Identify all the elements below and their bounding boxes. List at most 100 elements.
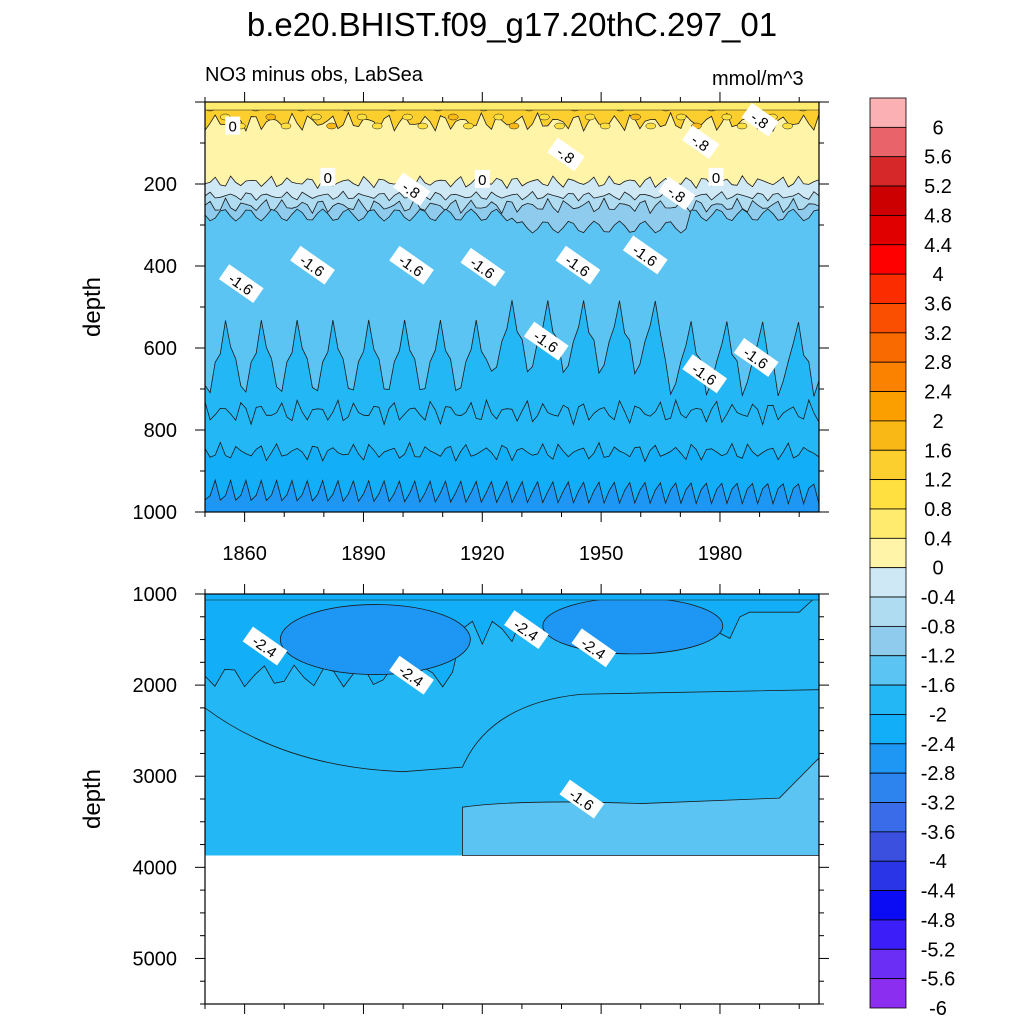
colorbar-swatch	[869, 743, 907, 774]
colorbar-swatch	[869, 97, 907, 128]
colorbar-swatch	[869, 802, 907, 833]
colorbar-label: 0	[932, 558, 943, 580]
colorbar-swatch	[869, 361, 907, 392]
colorbar-swatch	[869, 537, 907, 569]
surface-cell	[554, 122, 565, 130]
contour-label: -.8	[547, 137, 585, 172]
band-neg2.8-to-neg2.4	[205, 478, 819, 512]
surface-cell	[630, 113, 641, 121]
contour-label-box	[658, 176, 696, 211]
y-tick-label: 1000	[133, 502, 178, 524]
contour-label-box	[218, 264, 264, 304]
colorbar-label: 3.2	[924, 323, 952, 345]
colorbar-label: 2.8	[924, 352, 952, 374]
colorbar-swatch	[869, 449, 907, 481]
contour-label-text: 0	[478, 172, 486, 189]
y-tick-label: 400	[144, 256, 177, 278]
x-tick-label: 1890	[341, 543, 386, 565]
colorbar-label: -0.8	[921, 616, 955, 638]
surface-cell	[311, 113, 322, 121]
x-tick-label: 1950	[579, 543, 624, 565]
surface-cell	[599, 122, 611, 130]
surface-cell	[508, 122, 520, 130]
contour-label-text: -.8	[664, 183, 688, 207]
contour-label-box	[741, 102, 779, 137]
colorbar-label: 1.6	[924, 440, 952, 462]
colorbar: 6 5.6 5.2 4.8 4.4 4 3.6 3.2 2.8 2.4 2 1.6 1.2 0.8 0.4 0…	[869, 97, 955, 1020]
colorbar-swatch	[869, 860, 907, 891]
surface-cell	[463, 122, 474, 130]
contour-label-box	[682, 125, 720, 160]
lower-panel	[205, 594, 819, 856]
contour-label-text: 0	[324, 170, 332, 187]
x-tick-label: 1980	[698, 543, 743, 565]
colorbar-label: -0.4	[921, 587, 955, 609]
y-tick-label: 4000	[133, 857, 178, 879]
surface-cell	[721, 113, 733, 121]
upper-panel	[205, 102, 819, 512]
colorbar-swatch	[869, 684, 907, 715]
colorbar-label: 4.8	[924, 205, 952, 227]
colorbar-swatch	[869, 303, 907, 334]
y-tick-label: 200	[144, 174, 177, 196]
colorbar-label: -4	[929, 851, 947, 873]
surface-cell	[356, 113, 368, 121]
shallow-edge	[205, 594, 819, 601]
surface-cell	[645, 122, 657, 130]
surface-cell	[265, 113, 277, 121]
colorbar-label: -1.6	[921, 675, 955, 697]
contour-line	[205, 689, 819, 773]
colorbar-label: -5.6	[921, 969, 955, 991]
y-tick-label: 2000	[133, 675, 178, 697]
colorbar-label: 0.8	[924, 499, 952, 521]
contour-label: 0	[225, 116, 241, 136]
contour-label-text: 0	[229, 119, 237, 136]
contour-label-box	[682, 354, 728, 394]
colorbar-swatch	[869, 244, 907, 275]
y-tick-label: 1000	[133, 584, 178, 606]
colorbar-swatch	[869, 126, 907, 158]
colorbar-label: 5.2	[924, 176, 952, 198]
contour-label: -.8	[658, 176, 696, 211]
contour-label-box	[474, 169, 490, 188]
units-label: mmol/m^3	[712, 68, 804, 90]
axes: 1860 1890 1920 1950 1980 200 400 600 800 1000 1000…	[79, 92, 829, 1014]
colorbar-swatch	[869, 714, 907, 745]
colorbar-label: -2.8	[921, 763, 955, 785]
contour-label-box	[559, 779, 605, 819]
colorbar-label: 1.2	[924, 470, 952, 492]
colorbar-swatch	[869, 831, 907, 862]
contour-label-box	[547, 137, 585, 172]
surface-cell	[539, 113, 550, 121]
colorbar-swatch	[869, 596, 907, 627]
band-neg2.4-to-neg2	[205, 441, 819, 512]
colorbar-label: -1.2	[921, 646, 955, 668]
y-tick-label: 3000	[133, 766, 178, 788]
contour-label-text: -.8	[747, 109, 771, 133]
y-tick-label: 600	[144, 338, 177, 360]
chart-title: b.e20.BHIST.f09_g17.20thC.297_01	[246, 6, 778, 43]
colorbar-swatch	[869, 978, 907, 1009]
contour-label-box	[460, 247, 506, 287]
colorbar-swatch	[869, 772, 907, 803]
surface-cell	[584, 113, 596, 121]
colorbar-swatch	[869, 567, 907, 598]
colorbar-swatch	[869, 919, 907, 950]
colorbar-label: -2.4	[921, 734, 955, 756]
patch-neg2.8	[542, 597, 724, 655]
colorbar-label: 5.6	[924, 147, 952, 169]
colorbar-label: 2	[932, 411, 943, 433]
surface-cell	[326, 122, 337, 130]
contour-label-box	[571, 628, 617, 668]
band-neg1.6-deep	[462, 757, 819, 856]
contour-label-box	[389, 245, 434, 285]
colorbar-swatch	[869, 948, 907, 980]
colorbar-swatch	[869, 479, 907, 510]
surface-cell	[782, 122, 793, 130]
surface-cell	[402, 113, 413, 121]
colorbar-label: 4	[932, 264, 943, 286]
colorbar-swatch	[869, 391, 907, 422]
surface-cell	[447, 113, 459, 121]
contour-label: -.8	[741, 102, 779, 137]
contour-label-box	[733, 338, 779, 377]
